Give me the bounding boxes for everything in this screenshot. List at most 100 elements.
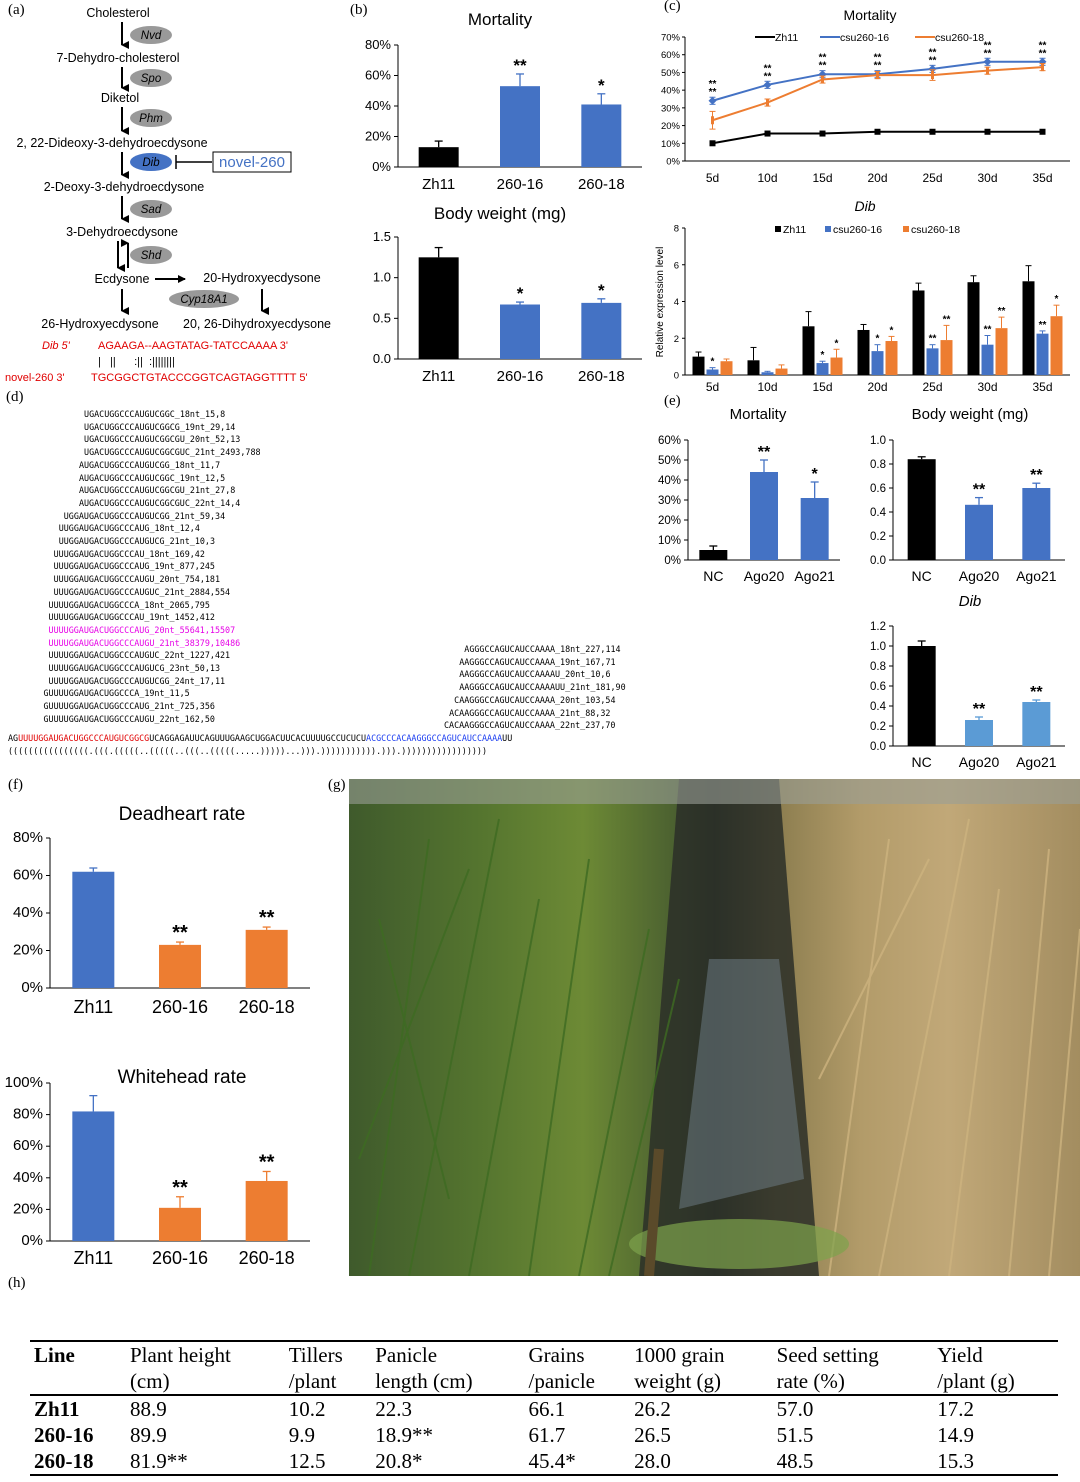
y-tick-label: 20% xyxy=(13,1200,43,1217)
chart-title: Body weight (mg) xyxy=(912,406,1029,423)
bar-Zh11 xyxy=(418,257,459,359)
data-point xyxy=(766,98,769,107)
table-row: Zh11 88.9 10.2 22.3 66.1 26.2 57.0 17.2 xyxy=(30,1395,1058,1422)
srna-read-left: UUUGGAUGACUGGCCCAU_18nt_169,42 xyxy=(53,548,205,559)
data-point xyxy=(1038,57,1047,66)
bar-Zh11-10d xyxy=(747,360,760,375)
bar-csu260-18-30d xyxy=(995,328,1008,375)
compound-26-hydroxyecdysone: 26-Hydroxyecdysone xyxy=(41,317,158,331)
y-tick-label: 0% xyxy=(372,159,391,174)
chart-e-mortality: Mortality 0% 10% 20% 30% 40% 50% 60% NC ** Ago20 * A… xyxy=(658,406,840,584)
srna-read-left: UUUUGGAUGACUGGCCCAUG_20nt_55641,15507 xyxy=(48,624,236,635)
bar-csu260-18-25d xyxy=(940,340,953,375)
y-tick-label: 0.5 xyxy=(373,310,391,325)
significance-mark: * xyxy=(890,325,894,336)
table-cell: 57.0 xyxy=(776,1397,814,1421)
y-tick-label: 60% xyxy=(365,68,391,83)
y-tick-label: 80% xyxy=(13,1106,43,1123)
y-tick-label: 80% xyxy=(13,829,43,846)
significance-mark: ** xyxy=(764,63,772,74)
x-tick-label: 5d xyxy=(706,171,719,185)
data-point xyxy=(763,80,772,89)
svg-text:Dib: Dib xyxy=(142,157,160,169)
x-tick-label: 25d xyxy=(922,380,942,394)
y-tick-label: 0.4 xyxy=(870,507,887,519)
dib-target-label: Dib 5' xyxy=(42,340,71,352)
table-cell: 22.3 xyxy=(375,1397,412,1421)
compound-deoxy-dehydroecdysone: 2-Deoxy-3-dehydroecdysone xyxy=(44,180,205,194)
srna-read-left: UGACUGGCCCAUGUCGGCG_19nt_29,14 xyxy=(84,421,236,432)
precursor-sequence: AGUUUUGGAUGACUGGCCCAUGUCGGCGUCAGGAGAUUCA… xyxy=(8,733,512,743)
svg-text:Nvd: Nvd xyxy=(141,30,162,42)
col-header-tillers: Tillers/plant xyxy=(288,1343,343,1393)
srna-read-left: GUUUUGGAUGACUGGCCCA_19nt_11,5 xyxy=(43,688,190,699)
significance-mark: ** xyxy=(929,55,937,66)
significance-mark: ** xyxy=(513,56,527,75)
y-tick-label: 20% xyxy=(661,121,681,132)
significance-mark: ** xyxy=(943,314,951,325)
significance-mark: ** xyxy=(259,1151,275,1173)
enzyme-dib xyxy=(130,153,172,171)
significance-mark: * xyxy=(598,76,605,95)
data-point xyxy=(983,57,992,66)
svg-text:Cyp18A1: Cyp18A1 xyxy=(180,294,227,306)
chart-c-dib-expression: Dib Relative expression level 0 2 4 6 8 Zh11 csu… xyxy=(655,198,1070,394)
y-axis-label: Relative expression level xyxy=(655,247,666,358)
table-cell: 81.9** xyxy=(129,1449,188,1473)
srna-read-left: UUUGGAUGACUGGCCCAUG_19nt_877,245 xyxy=(53,561,215,572)
bar-Zh11 xyxy=(72,871,115,988)
x-tick-label: 15d xyxy=(812,171,832,185)
significance-mark: * xyxy=(711,357,715,368)
significance-mark: ** xyxy=(1039,48,1047,59)
bar-260-18 xyxy=(581,302,622,359)
bar-Zh11-35d xyxy=(1022,281,1035,375)
srna-read-left: UUUUGGAUGACUGGCCCAUGUCG_23nt_50,13 xyxy=(48,663,220,673)
panel-label-b: (b) xyxy=(350,2,368,18)
y-tick-label: 1.0 xyxy=(373,270,391,285)
chart-f-deadheart-rate: Deadheart rate 0% 20% 40% 60% 80% Zh11 ** 260-16… xyxy=(13,804,310,1017)
y-tick-label: 1.0 xyxy=(870,641,886,653)
table-cell: 18.9** xyxy=(375,1423,433,1447)
bar-260-16 xyxy=(159,1207,201,1241)
precursor-structure: ((((((((((((((((.(((.(((((..(((((..(((..… xyxy=(8,746,488,756)
significance-mark: ** xyxy=(172,922,188,944)
y-tick-label: 20% xyxy=(658,515,681,527)
x-tick-label: 260-18 xyxy=(578,176,625,193)
srna-read-right: CACAAGGGCCAGUCAUCCAAAA_22nt_237,70 xyxy=(444,720,616,731)
table-cell: Zh11 xyxy=(34,1397,80,1421)
enzyme-spo xyxy=(130,69,172,87)
significance-mark: * xyxy=(835,338,839,349)
x-tick-label: 20d xyxy=(867,171,887,185)
legend-label: csu260-18 xyxy=(911,224,960,236)
x-tick-label: Zh11 xyxy=(73,1248,113,1268)
significance-mark: ** xyxy=(819,61,827,72)
chart-c-mortality-timecourse: Mortality 0% 10% 20% 30% 40% 50% 60% 70% 5d 10d 15d… xyxy=(661,7,1070,185)
x-tick-label: 260-18 xyxy=(239,997,295,1017)
srna-read-left: AUGACUGGCCCAUGUCGG_18nt_11,7 xyxy=(78,459,221,470)
table-row: 260-18 81.9** 12.5 20.8* 45.4* 28.0 48.5 15.3 xyxy=(30,1448,1058,1475)
novel-260-seq-label: novel-260 3' xyxy=(5,372,65,384)
svg-text:Sad: Sad xyxy=(141,204,162,216)
bar-Ago21 xyxy=(1022,702,1051,746)
y-tick-label: 40% xyxy=(13,1169,43,1186)
significance-mark: ** xyxy=(764,71,772,82)
significance-mark: ** xyxy=(973,482,986,499)
srna-read-right: AAGGGCCAGUCAUCCAAAAUU_21nt_181,90 xyxy=(459,682,626,693)
table-cell: 14.9 xyxy=(937,1423,974,1447)
x-tick-label: 30d xyxy=(977,380,997,394)
col-header-plant-height: Plant height (cm) xyxy=(129,1343,231,1393)
bar-Zh11-25d xyxy=(912,290,925,375)
y-tick-label: 20% xyxy=(13,942,43,959)
srna-read-right: AGGGCCAGUCAUCCAAAA_18nt_227,114 xyxy=(464,644,621,654)
col-header-panicle-length: Panicle length (cm) xyxy=(375,1343,473,1393)
y-tick-label: 30% xyxy=(661,103,681,114)
col-header-grains: Grains/panicle xyxy=(528,1343,595,1393)
bar-NC xyxy=(699,550,728,560)
enzyme-nvd xyxy=(130,26,172,44)
y-tick-label: 1.0 xyxy=(870,435,886,447)
bar-csu260-16-30d xyxy=(981,344,994,375)
x-tick-label: 260-16 xyxy=(497,368,544,385)
table-cell: 20.8* xyxy=(375,1449,423,1473)
chart-f-whitehead-rate: Whitehead rate 0% 20% 40% 60% 80% 100% Zh11 ** 26… xyxy=(5,1067,310,1268)
precursor-mature: UUUUGGAUGACUGGCCCAUGUCGGCG xyxy=(18,733,150,743)
